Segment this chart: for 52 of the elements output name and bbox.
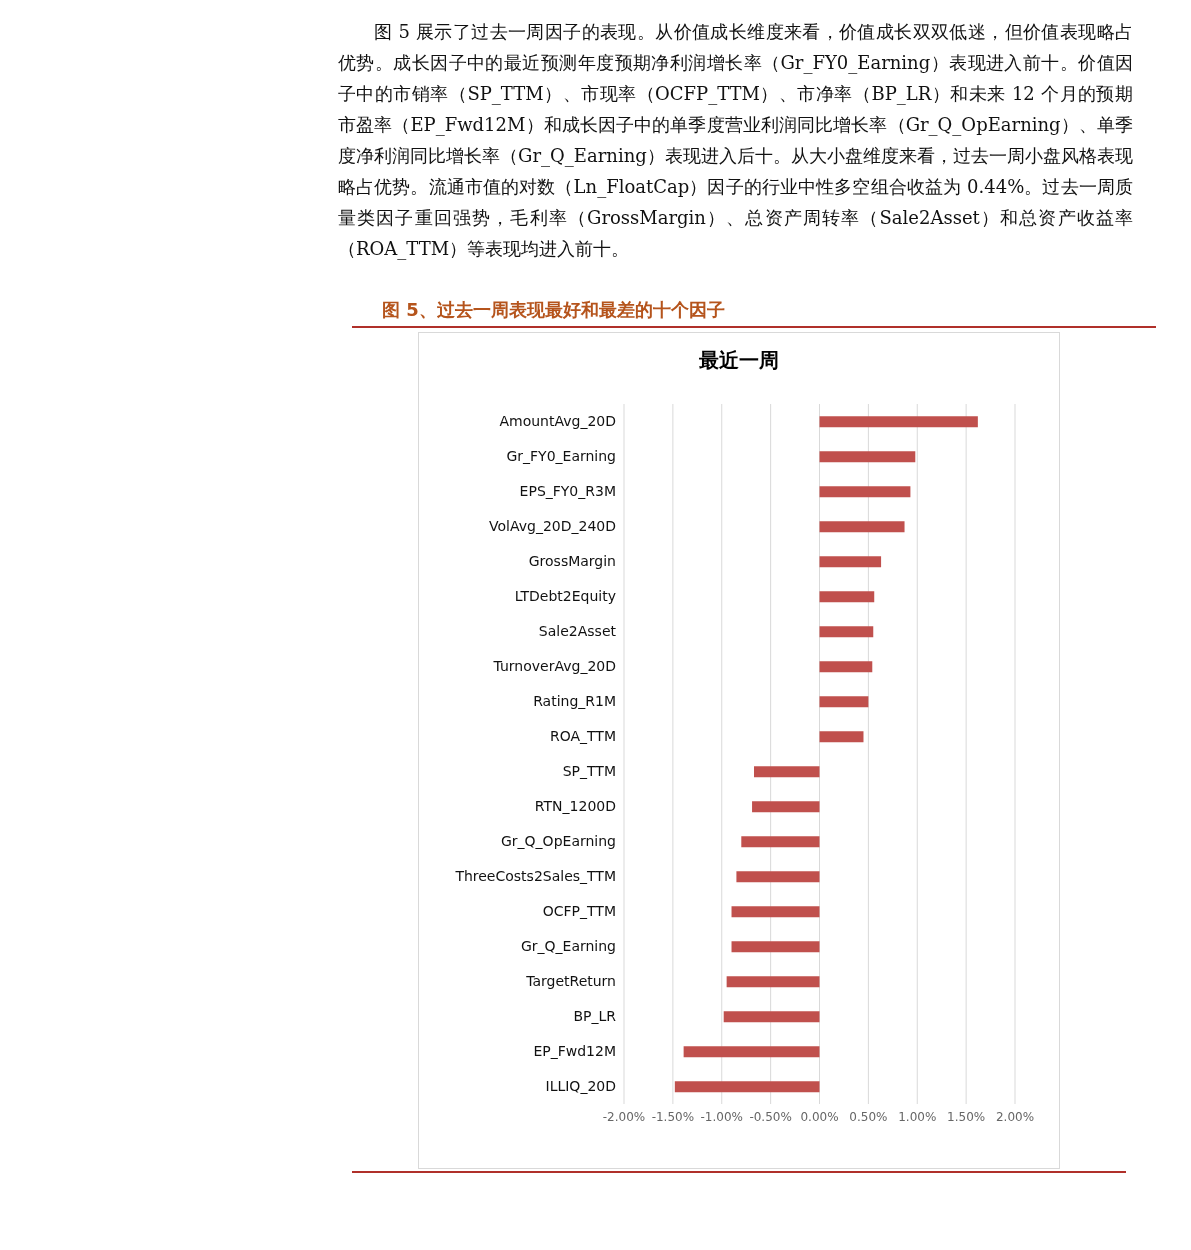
y-tick-label: EP_Fwd12M bbox=[533, 1043, 616, 1060]
bar bbox=[819, 556, 882, 568]
bar bbox=[819, 696, 869, 708]
y-tick-label: ThreeCosts2Sales_TTM bbox=[454, 868, 616, 885]
y-tick-label: AmountAvg_20D bbox=[499, 413, 616, 430]
bar bbox=[723, 1011, 820, 1023]
x-tick-label: 1.00% bbox=[898, 1109, 937, 1124]
bar bbox=[819, 416, 978, 428]
y-tick-label: TurnoverAvg_20D bbox=[492, 658, 616, 675]
bar bbox=[731, 941, 820, 953]
chart-title: 图 5、过去一周表现最好和最差的十个因子 bbox=[352, 298, 1156, 328]
y-tick-label: Gr_FY0_Earning bbox=[506, 448, 616, 465]
x-tick-label: 2.00% bbox=[995, 1109, 1035, 1124]
chart-subtitle: 最近一周 bbox=[698, 347, 780, 374]
bar bbox=[726, 976, 820, 988]
bar bbox=[754, 766, 820, 778]
y-tick-label: LTDebt2Equity bbox=[514, 588, 616, 605]
y-tick-label: GrossMargin bbox=[528, 553, 616, 570]
y-tick-label: Gr_Q_OpEarning bbox=[501, 833, 616, 850]
bar bbox=[741, 836, 820, 848]
caption: 图 5 展示了过去一周因子的表现。从价值成长维度来看，价值成长双双低迷，但价值表现略占优势。成长因子中的最近预测年度预期净利润增长率（Gr_FY0_Earning）表现进入前十。价值因子中的市销率（SP_TTM）、市现率（OCFP_TTM）、市净率（BP_LR）和未来 12 个月的预期市盈率（EP_Fwd12M）和成长因子中的单季度营业利润同比增长率（Gr_Q_OpEarning）、单季度净利润同比增长率（Gr_Q_Earning）表现进入后十。从大小盘维度来看，过去一周小盘风格表现略占优势。流通市值的对数（Ln_FloatCap）因子的行业中性多空组合收益为 0.44%。过去一周质量类因子重回强势，毛利率（GrossMargin）、总资产周转率（Sale2Asset）和总资产收益率（ROA_TTM）等表现均进入前十。 bbox=[338, 20, 1133, 262]
x-tick-label: -1.50% bbox=[651, 1109, 695, 1124]
bar bbox=[731, 906, 820, 918]
y-tick-label: ILLIQ_20D bbox=[545, 1078, 616, 1095]
bar bbox=[819, 661, 873, 673]
y-tick-label: VolAvg_20D_240D bbox=[489, 518, 616, 535]
y-tick-label: ROA_TTM bbox=[549, 728, 616, 745]
bar bbox=[819, 486, 911, 498]
y-tick-label: RTN_1200D bbox=[534, 798, 616, 815]
bar bbox=[819, 626, 874, 638]
bar bbox=[819, 521, 905, 533]
y-tick-label: OCFP_TTM bbox=[542, 903, 616, 920]
bar bbox=[819, 731, 864, 743]
bar bbox=[819, 591, 875, 603]
bar bbox=[683, 1046, 820, 1058]
bar bbox=[736, 871, 820, 883]
y-tick-label: SP_TTM bbox=[562, 763, 616, 780]
x-tick-label: 0.50% bbox=[849, 1109, 888, 1124]
y-tick-label: Gr_Q_Earning bbox=[520, 938, 616, 955]
bar bbox=[819, 451, 916, 463]
x-tick-label: 1.50% bbox=[947, 1109, 986, 1124]
x-tick-label: -0.50% bbox=[749, 1109, 792, 1124]
bar bbox=[674, 1081, 820, 1093]
y-tick-label: Sale2Asset bbox=[538, 623, 617, 640]
y-tick-label: TargetReturn bbox=[525, 973, 616, 990]
x-tick-label: 0.00% bbox=[800, 1109, 839, 1124]
x-tick-label: -2.00% bbox=[602, 1109, 646, 1124]
y-tick-label: Rating_R1M bbox=[533, 693, 616, 710]
y-tick-label: BP_LR bbox=[573, 1008, 617, 1025]
bar bbox=[752, 801, 820, 813]
y-tick-label: EPS_FY0_R3M bbox=[519, 483, 616, 500]
x-tick-label: -1.00% bbox=[700, 1109, 743, 1124]
